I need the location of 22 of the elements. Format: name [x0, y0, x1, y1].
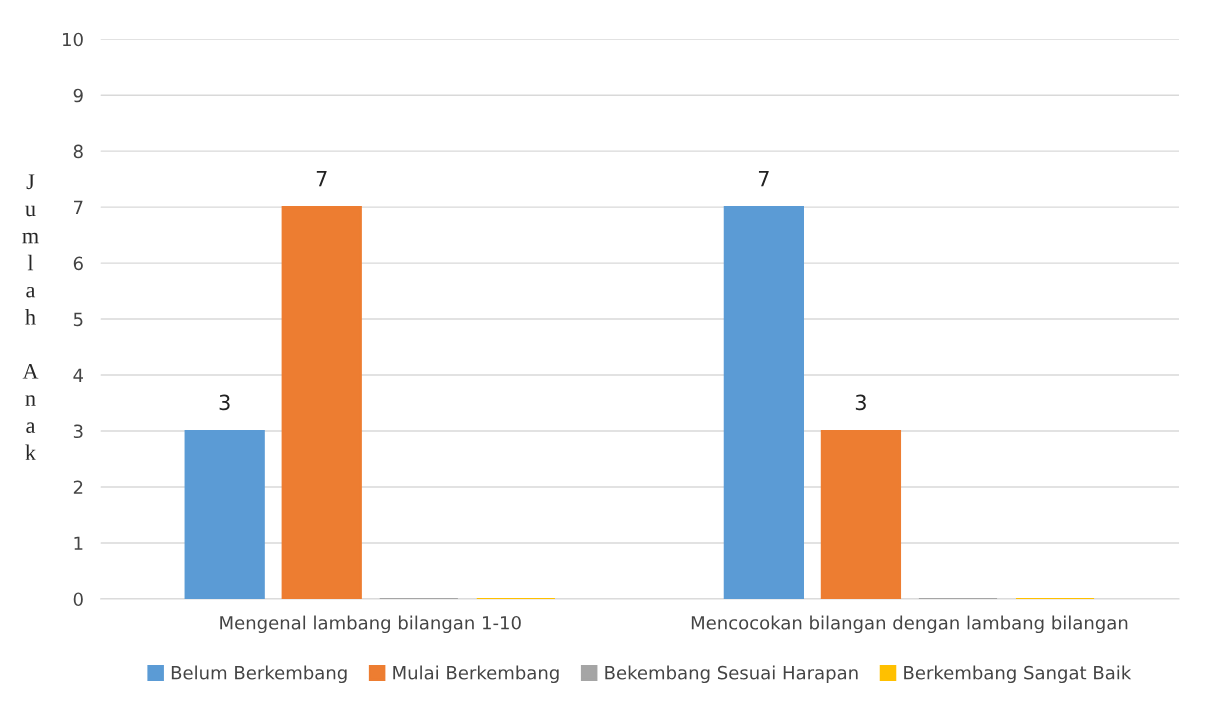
y-tick-label: 0 — [73, 592, 83, 607]
y-tick-label: 3 — [73, 424, 83, 439]
text: Jumlah Anak — [22, 174, 39, 460]
y-tick-label: 8 — [73, 144, 83, 159]
y-tick-label: 5 — [73, 312, 83, 327]
legend-label: Bekembang Sesuai Harapan — [605, 665, 858, 684]
y-tick-label: 2 — [73, 480, 83, 494]
y-tick-label: 1 — [74, 536, 83, 550]
data-label: 3 — [219, 394, 230, 411]
x-tick-label: Mengenal lambang bilangan 1-10 — [220, 615, 521, 634]
y-tick-label: 10 — [63, 32, 83, 47]
y-tick-label: 4 — [73, 368, 83, 382]
data-label: 3 — [855, 394, 866, 411]
legend-label: Belum Berkembang — [171, 665, 347, 684]
y-tick-label: 7 — [74, 200, 83, 214]
x-tick-label: Mencocokan bilangan dengan lambang bilangan — [691, 615, 1128, 634]
y-tick-label: 9 — [73, 88, 83, 103]
legend-label: Mulai Berkembang — [393, 665, 559, 684]
data-label: 7 — [758, 170, 769, 187]
legend-label: Berkembang Sangat Baik — [904, 665, 1132, 684]
data-label: 7 — [316, 170, 327, 187]
y-tick-label: 6 — [73, 256, 83, 271]
